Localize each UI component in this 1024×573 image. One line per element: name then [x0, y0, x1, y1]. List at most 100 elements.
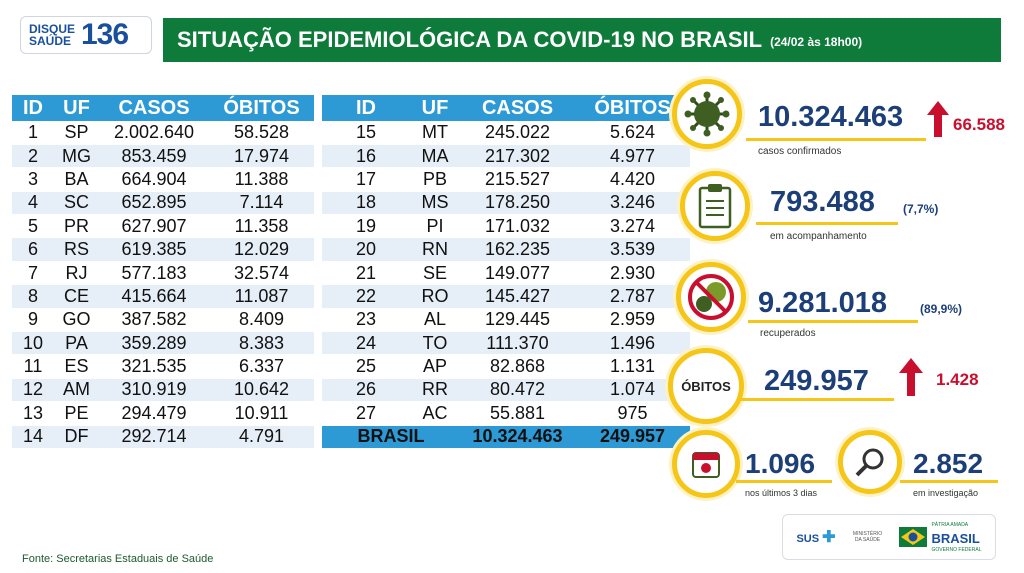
- cell-cases: 55.881: [460, 401, 575, 426]
- cell-id: 1: [12, 121, 54, 145]
- cell-deaths: 1.074: [575, 378, 690, 403]
- cell-cases: 387.582: [99, 308, 209, 333]
- table-row: 26 RR 80.472 1.074: [322, 378, 690, 403]
- cell-id: 2: [12, 144, 54, 169]
- cell-id: 6: [12, 237, 54, 262]
- cell-cases: 853.459: [99, 144, 209, 169]
- cell-deaths: 8.409: [209, 308, 314, 333]
- table-row: 25 AP 82.868 1.131: [322, 354, 690, 379]
- divider: [900, 480, 998, 483]
- cell-uf: DF: [54, 425, 99, 449]
- cell-id: 26: [322, 378, 410, 403]
- cell-deaths: 1.131: [575, 354, 690, 379]
- cell-id: 18: [322, 191, 410, 216]
- clipboard-icon: [698, 184, 732, 229]
- cell-uf: PR: [54, 214, 99, 239]
- cell-cases: 292.714: [99, 425, 209, 449]
- calendar-icon-circle: [672, 430, 740, 498]
- cell-uf: RN: [410, 237, 460, 262]
- cell-deaths: 6.337: [209, 354, 314, 379]
- cell-uf: AL: [410, 308, 460, 333]
- deaths-increase: 1.428: [936, 370, 979, 389]
- cell-id: 14: [12, 425, 54, 449]
- cell-deaths: 4.791: [209, 425, 314, 449]
- cell-cases: 217.302: [460, 144, 575, 169]
- investigation-label: em investigação: [913, 488, 979, 498]
- cell-cases: 129.445: [460, 308, 575, 333]
- cell-cases: 80.472: [460, 378, 575, 403]
- cell-id: 24: [322, 331, 410, 356]
- flag-icon: [899, 527, 928, 547]
- cell-cases: 215.527: [460, 167, 575, 192]
- table-row: 7 RJ 577.183 32.574: [12, 261, 314, 286]
- divider: [746, 138, 926, 141]
- cell-cases: 145.427: [460, 284, 575, 309]
- plus-icon: ✚: [822, 529, 836, 546]
- cell-deaths: 3.539: [575, 237, 690, 262]
- cell-uf: SC: [54, 191, 99, 216]
- arrow-up-icon: [927, 101, 949, 137]
- cell-deaths: 2.930: [575, 261, 690, 286]
- table-row: 14 DF 292.714 4.791: [12, 425, 314, 449]
- recovered-pct: (89,9%): [920, 302, 963, 316]
- cell-id: 11: [12, 354, 54, 379]
- cell-id: 17: [322, 167, 410, 192]
- table-row: 17 PB 215.527 4.420: [322, 167, 690, 192]
- sus-logo: SUS ✚: [796, 527, 835, 547]
- cell-cases: 82.868: [460, 354, 575, 379]
- virus-icon-circle: [672, 79, 742, 149]
- cell-cases: 577.183: [99, 261, 209, 286]
- total-label: BRASIL: [322, 425, 460, 449]
- cell-cases: 359.289: [99, 331, 209, 356]
- patria-text: PÁTRIA AMADA: [931, 521, 969, 528]
- monitoring-label: em acompanhamento: [770, 231, 867, 242]
- cell-id: 5: [12, 214, 54, 239]
- cell-uf: MA: [410, 144, 460, 169]
- states-table-left: ID UF CASOS ÓBITOS 1 SP 2.002.640 58.528 2 MG…: [12, 95, 314, 449]
- table-row: 6 RS 619.385 12.029: [12, 237, 314, 262]
- table-header: ID UF CASOS ÓBITOS: [12, 95, 314, 121]
- divider: [740, 398, 894, 401]
- disque-saude-logo: DISQUE SAÚDE 136: [20, 16, 152, 54]
- cell-uf: AM: [54, 378, 99, 403]
- governo-text: GOVERNO FEDERAL: [931, 546, 982, 553]
- table-row: 11 ES 321.535 6.337: [12, 354, 314, 379]
- column-header: CASOS: [99, 95, 209, 121]
- title-banner: SITUAÇÃO EPIDEMIOLÓGICA DA COVID-19 NO B…: [163, 18, 1001, 62]
- table-row: 12 AM 310.919 10.642: [12, 378, 314, 403]
- cell-uf: PB: [410, 167, 460, 192]
- cell-deaths: 4.977: [575, 144, 690, 169]
- cell-deaths: 3.274: [575, 214, 690, 239]
- calendar-icon: [692, 452, 720, 478]
- table-row: 4 SC 652.895 7.114: [12, 191, 314, 216]
- cell-deaths: 58.528: [209, 121, 314, 145]
- table-row: 24 TO 111.370 1.496: [322, 331, 690, 356]
- cell-deaths: 4.420: [575, 167, 690, 192]
- table-row: 20 RN 162.235 3.539: [322, 237, 690, 262]
- cell-uf: TO: [410, 331, 460, 356]
- disque-label: DISQUE SAÚDE: [29, 22, 76, 48]
- cell-uf: PE: [54, 401, 99, 426]
- column-header: ÓBITOS: [209, 95, 314, 121]
- cell-id: 27: [322, 401, 410, 426]
- total-cases: 10.324.463: [460, 425, 575, 449]
- cell-deaths: 975: [575, 401, 690, 426]
- cell-id: 22: [322, 284, 410, 309]
- cell-id: 25: [322, 354, 410, 379]
- table-header: ID UF CASOS ÓBITOS: [322, 95, 690, 121]
- cell-deaths: 10.642: [209, 378, 314, 403]
- confirmed-increase: 66.588: [953, 115, 1005, 134]
- table-row: 18 MS 178.250 3.246: [322, 191, 690, 216]
- cell-deaths: 2.959: [575, 308, 690, 333]
- divider: [748, 320, 918, 323]
- cell-uf: AC: [410, 401, 460, 426]
- cell-id: 19: [322, 214, 410, 239]
- cell-cases: 245.022: [460, 121, 575, 145]
- confirmed-label: casos confirmados: [758, 146, 842, 157]
- total-row: BRASIL 10.324.463 249.957: [322, 425, 690, 449]
- monitoring-value: 793.488: [770, 186, 875, 218]
- column-header: ID: [322, 95, 410, 121]
- cell-deaths: 32.574: [209, 261, 314, 286]
- cell-id: 15: [322, 121, 410, 145]
- cell-uf: AP: [410, 354, 460, 379]
